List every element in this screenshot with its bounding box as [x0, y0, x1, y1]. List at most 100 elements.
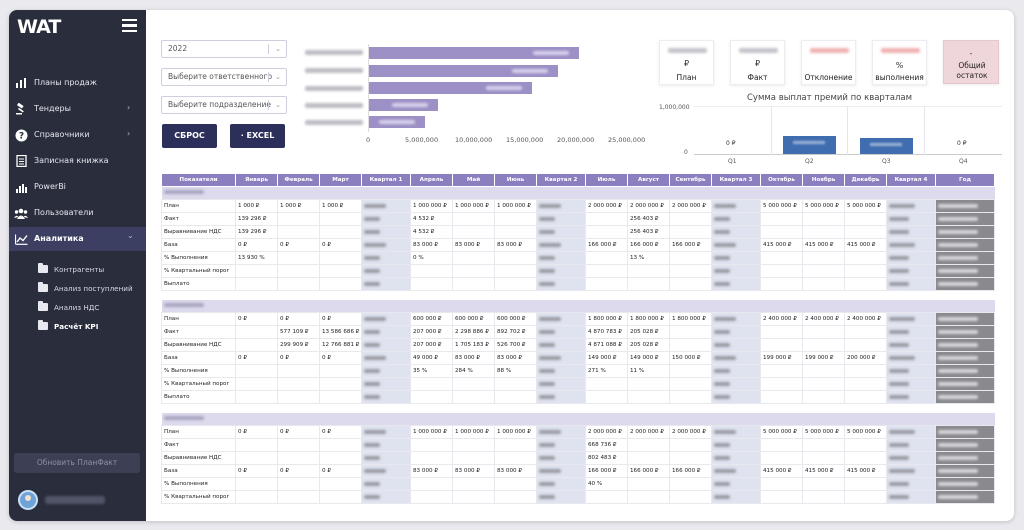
- table-cell: [844, 264, 887, 278]
- table-cell: [319, 364, 362, 378]
- folder-icon: [38, 320, 48, 330]
- kpi-label: выполнения: [875, 73, 924, 82]
- table-cell: 0 ₽: [319, 312, 362, 326]
- table-cell: [277, 438, 320, 452]
- sidebar-subitem-receipts-analysis[interactable]: Анализ поступлений: [9, 279, 146, 297]
- table-cell: [585, 251, 628, 265]
- redacted-cell: [536, 377, 586, 391]
- quarterly-bar-value: 0 ₽: [957, 140, 967, 147]
- row-label: База: [161, 464, 236, 478]
- bar: [368, 116, 425, 128]
- table-cell: [585, 264, 628, 278]
- row-label: База: [161, 351, 236, 365]
- excel-button[interactable]: · EXCEL: [230, 124, 285, 148]
- sidebar-item-tenders[interactable]: Тендеры ›: [9, 97, 146, 121]
- responsible-select[interactable]: Выберите ответственного ⌄: [161, 68, 287, 86]
- sidebar-subitem-kpi[interactable]: Расчёт KPI: [9, 317, 146, 335]
- column-header[interactable]: Год: [935, 173, 995, 187]
- table-cell: [235, 490, 278, 504]
- column-header[interactable]: Март: [319, 173, 362, 187]
- app-logo[interactable]: WAT: [17, 16, 61, 38]
- table-cell: [319, 225, 362, 239]
- table-cell: 2 000 000 ₽: [669, 425, 712, 439]
- column-header[interactable]: Квартал 1: [361, 173, 411, 187]
- sidebar-item-analytics[interactable]: Аналитика ⌄: [9, 227, 146, 251]
- menu-toggle-icon[interactable]: [122, 19, 137, 32]
- column-header[interactable]: Показатели: [161, 173, 236, 187]
- table-cell: 166 000 ₽: [627, 464, 670, 478]
- bar-label: [305, 50, 363, 55]
- table-row: Выплато: [161, 390, 995, 404]
- table-cell: [760, 364, 803, 378]
- column-header[interactable]: Квартал 3: [711, 173, 761, 187]
- column-header[interactable]: Август: [627, 173, 670, 187]
- table-cell: 1 800 000 ₽: [627, 312, 670, 326]
- table-cell: [802, 225, 845, 239]
- year-select[interactable]: 2022 ⌄: [161, 40, 287, 58]
- redacted-cell: [536, 351, 586, 365]
- column-header[interactable]: Квартал 4: [886, 173, 936, 187]
- update-planfact-button[interactable]: Обновить ПланФакт: [14, 453, 140, 473]
- avatar[interactable]: [18, 490, 38, 510]
- table-cell: 5 000 000 ₽: [844, 199, 887, 213]
- column-header[interactable]: Сентябрь: [669, 173, 712, 187]
- section-header-row: [161, 299, 995, 313]
- sidebar-item-users[interactable]: Пользователи: [9, 201, 146, 225]
- table-cell: [669, 212, 712, 226]
- sidebar-subitem-vat-analysis[interactable]: Анализ НДС: [9, 298, 146, 316]
- table-cell: [627, 490, 670, 504]
- table-cell: 600 000 ₽: [452, 312, 495, 326]
- row-label: Выравнивание НДС: [161, 338, 236, 352]
- redacted-cell: [361, 325, 411, 339]
- table-cell: 199 000 ₽: [760, 351, 803, 365]
- table-cell: 415 000 ₽: [802, 464, 845, 478]
- redacted-cell: [536, 451, 586, 465]
- sidebar-subitem-counterparties[interactable]: Контрагенты: [9, 260, 146, 278]
- column-header[interactable]: Январь: [235, 173, 278, 187]
- department-select[interactable]: Выберите подразделение ⌄: [161, 96, 287, 114]
- sidebar-item-sales-plans[interactable]: Планы продаж: [9, 71, 146, 95]
- table-row: План 0 ₽0 ₽0 ₽600 000 ₽600 000 ₽600 000 ₽…: [161, 312, 995, 326]
- table-cell: 83 000 ₽: [452, 238, 495, 252]
- redacted-cell: [711, 490, 761, 504]
- quarterly-gridline: [771, 106, 772, 155]
- table-row: Факт 139 296 ₽ 4 532 ₽ 256 403 ₽: [161, 212, 995, 226]
- column-header[interactable]: Февраль: [277, 173, 320, 187]
- kpi-currency: ₽: [683, 59, 690, 68]
- select-divider: [268, 44, 269, 54]
- column-header[interactable]: Ноябрь: [802, 173, 845, 187]
- table-cell: 40 %: [585, 477, 628, 491]
- sidebar-item-powerbi[interactable]: PowerBi: [9, 175, 146, 199]
- section-title: [161, 299, 995, 313]
- table-cell: [410, 377, 453, 391]
- table-row: Выравнивание НДС 299 909 ₽12 766 881 ₽ 207…: [161, 338, 995, 352]
- table-cell: [844, 451, 887, 465]
- table-cell: 0 ₽: [235, 464, 278, 478]
- redacted-cell: [935, 212, 995, 226]
- column-header[interactable]: Квартал 2: [536, 173, 586, 187]
- redacted-cell: [361, 199, 411, 213]
- reset-button[interactable]: СБРОС: [162, 124, 217, 148]
- redacted-cell: [935, 490, 995, 504]
- column-header[interactable]: Декабрь: [844, 173, 887, 187]
- table-cell: [844, 212, 887, 226]
- table-cell: 0 ₽: [277, 351, 320, 365]
- kpi-label: План: [676, 73, 697, 82]
- redacted-cell: [935, 238, 995, 252]
- column-header[interactable]: Октябрь: [760, 173, 803, 187]
- table-row: % Выполнения 13 930 % 0 % 13 %: [161, 251, 995, 265]
- sidebar-item-label: Записная книжка: [34, 156, 109, 165]
- sidebar-item-notebook[interactable]: Записная книжка: [9, 149, 146, 173]
- column-header[interactable]: Июль: [585, 173, 628, 187]
- column-header[interactable]: Апрель: [410, 173, 453, 187]
- sidebar-item-references[interactable]: ? Справочники ›: [9, 123, 146, 147]
- bar-chart-icon: [14, 180, 28, 194]
- section-gap: [161, 403, 995, 413]
- column-header[interactable]: Май: [452, 173, 495, 187]
- y-tick-label: 1,000,000: [659, 104, 690, 111]
- column-header[interactable]: Июнь: [494, 173, 537, 187]
- chevron-down-icon: ⌄: [275, 45, 281, 53]
- row-label: Выравнивание НДС: [161, 225, 236, 239]
- table-cell: [669, 264, 712, 278]
- redacted-cell: [361, 477, 411, 491]
